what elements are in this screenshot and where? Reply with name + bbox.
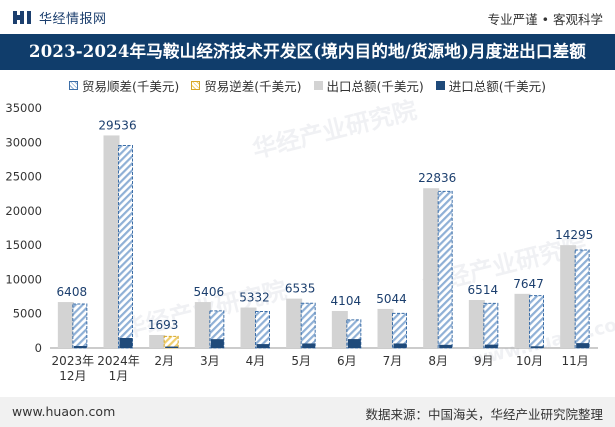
x-tick-label: 5月 — [291, 354, 311, 368]
chart-plot: 0 5000 10000 15000 20000 25000 30000 35000 2023… — [5, 101, 598, 383]
x-tick-label: 2023年 12月 — [52, 354, 95, 383]
surplus-bar — [483, 302, 499, 349]
export-bar — [57, 302, 74, 348]
y-tick-label: 20000 — [5, 204, 42, 218]
legend-label-surplus: 贸易顺差(千美元) — [81, 78, 180, 94]
footer-website-link[interactable]: www.huaon.com — [12, 404, 116, 419]
legend-swatch-import — [435, 80, 445, 90]
surplus-bar — [118, 144, 133, 349]
import-bar — [347, 339, 361, 348]
y-tick-label: 5000 — [13, 307, 42, 321]
tagline: 专业严谨 • 客观科学 — [487, 12, 603, 27]
y-tick-label: 30000 — [5, 135, 42, 149]
import-bar — [484, 344, 498, 348]
export-bar — [103, 135, 120, 348]
surplus-bar — [437, 190, 453, 349]
legend-label-export: 出口总额(千美元) — [326, 78, 424, 94]
x-tick-label: 7月 — [383, 354, 403, 368]
footer-source: 数据来源：中国海关，华经产业研究院整理 — [365, 407, 603, 422]
y-tick-label: 35000 — [5, 101, 42, 115]
legend-item-export: 出口总额(千美元) — [313, 76, 424, 95]
brand-logo-icon — [13, 11, 31, 24]
chart-title: 2023-2024年马鞍山经济技术开发区(境内目的地/货源地)月度进出口差额 — [0, 34, 615, 70]
import-bar — [119, 337, 133, 348]
import-bar — [576, 343, 590, 348]
import-bar — [439, 344, 453, 348]
legend-item-import: 进口总额(千美元) — [435, 76, 547, 95]
export-bar — [560, 245, 577, 348]
legend-swatch-export — [313, 80, 323, 90]
x-tick-label: 8月 — [428, 354, 448, 368]
brand[interactable]: 华经情报网 — [12, 8, 107, 27]
export-bar — [468, 300, 485, 348]
brand-name: 华经情报网 — [39, 12, 107, 27]
chart-legend: 贸易顺差(千美元) 贸易逆差(千美元) 出口总额(千美元) 进口总额(千美元) — [0, 74, 615, 96]
import-bar — [210, 339, 224, 348]
legend-swatch-deficit — [191, 80, 201, 90]
import-bar — [393, 343, 407, 348]
export-bar — [286, 298, 303, 348]
import-bar — [73, 346, 87, 348]
x-tick-label: 9月 — [474, 354, 494, 368]
import-bar — [530, 346, 544, 348]
data-label: 6514 — [468, 283, 499, 297]
x-tick-label: 11月 — [562, 354, 589, 368]
import-bar — [302, 343, 316, 348]
top-bar: 华经情报网 专业严谨 • 客观科学 — [0, 0, 615, 35]
data-label: 22836 — [418, 171, 456, 185]
data-label: 4104 — [331, 294, 362, 308]
x-tick-label: 4月 — [246, 354, 266, 368]
y-tick-label: 0 — [35, 341, 42, 355]
deficit-bar — [163, 335, 179, 349]
import-bar — [165, 346, 179, 348]
x-tick-label: 10月 — [516, 354, 543, 368]
export-bar — [149, 334, 166, 348]
data-label: 5044 — [376, 292, 407, 306]
data-label: 1693 — [148, 318, 179, 332]
surplus-bar — [300, 302, 316, 349]
data-label: 29536 — [98, 118, 136, 132]
x-tick-label: 6月 — [337, 354, 357, 368]
surplus-bar — [72, 303, 88, 349]
footer: www.huaon.com 数据来源：中国海关，华经产业研究院整理 — [0, 397, 615, 427]
export-bar — [331, 310, 348, 348]
surplus-bar — [574, 249, 590, 349]
export-bar — [240, 307, 257, 348]
surplus-bar — [392, 312, 407, 349]
x-tick-label: 2024年 1月 — [97, 354, 140, 383]
legend-label-import: 进口总额(千美元) — [448, 78, 547, 94]
data-label: 6535 — [285, 282, 316, 296]
data-label: 6408 — [57, 285, 88, 299]
data-label: 5332 — [239, 291, 270, 305]
y-tick-label: 25000 — [5, 170, 42, 184]
surplus-bar — [255, 310, 270, 349]
y-tick-label: 15000 — [5, 238, 42, 252]
x-tick-label: 2月 — [154, 354, 174, 368]
legend-item-surplus: 贸易顺差(千美元) — [68, 76, 180, 95]
export-bar — [514, 293, 531, 348]
export-bar — [377, 308, 394, 348]
legend-label-deficit: 贸易逆差(千美元) — [204, 78, 302, 94]
legend-item-deficit: 贸易逆差(千美元) — [191, 76, 302, 95]
x-tick-label: 3月 — [200, 354, 220, 368]
legend-swatch-surplus — [68, 80, 78, 90]
data-label: 7647 — [513, 277, 544, 291]
export-bar — [194, 302, 211, 348]
import-bar — [256, 344, 270, 348]
data-label: 5406 — [194, 285, 225, 299]
surplus-bar — [529, 295, 544, 349]
surplus-bar — [209, 310, 225, 349]
y-tick-label: 10000 — [5, 272, 42, 286]
export-bar — [423, 188, 440, 348]
data-label: 14295 — [555, 228, 593, 242]
